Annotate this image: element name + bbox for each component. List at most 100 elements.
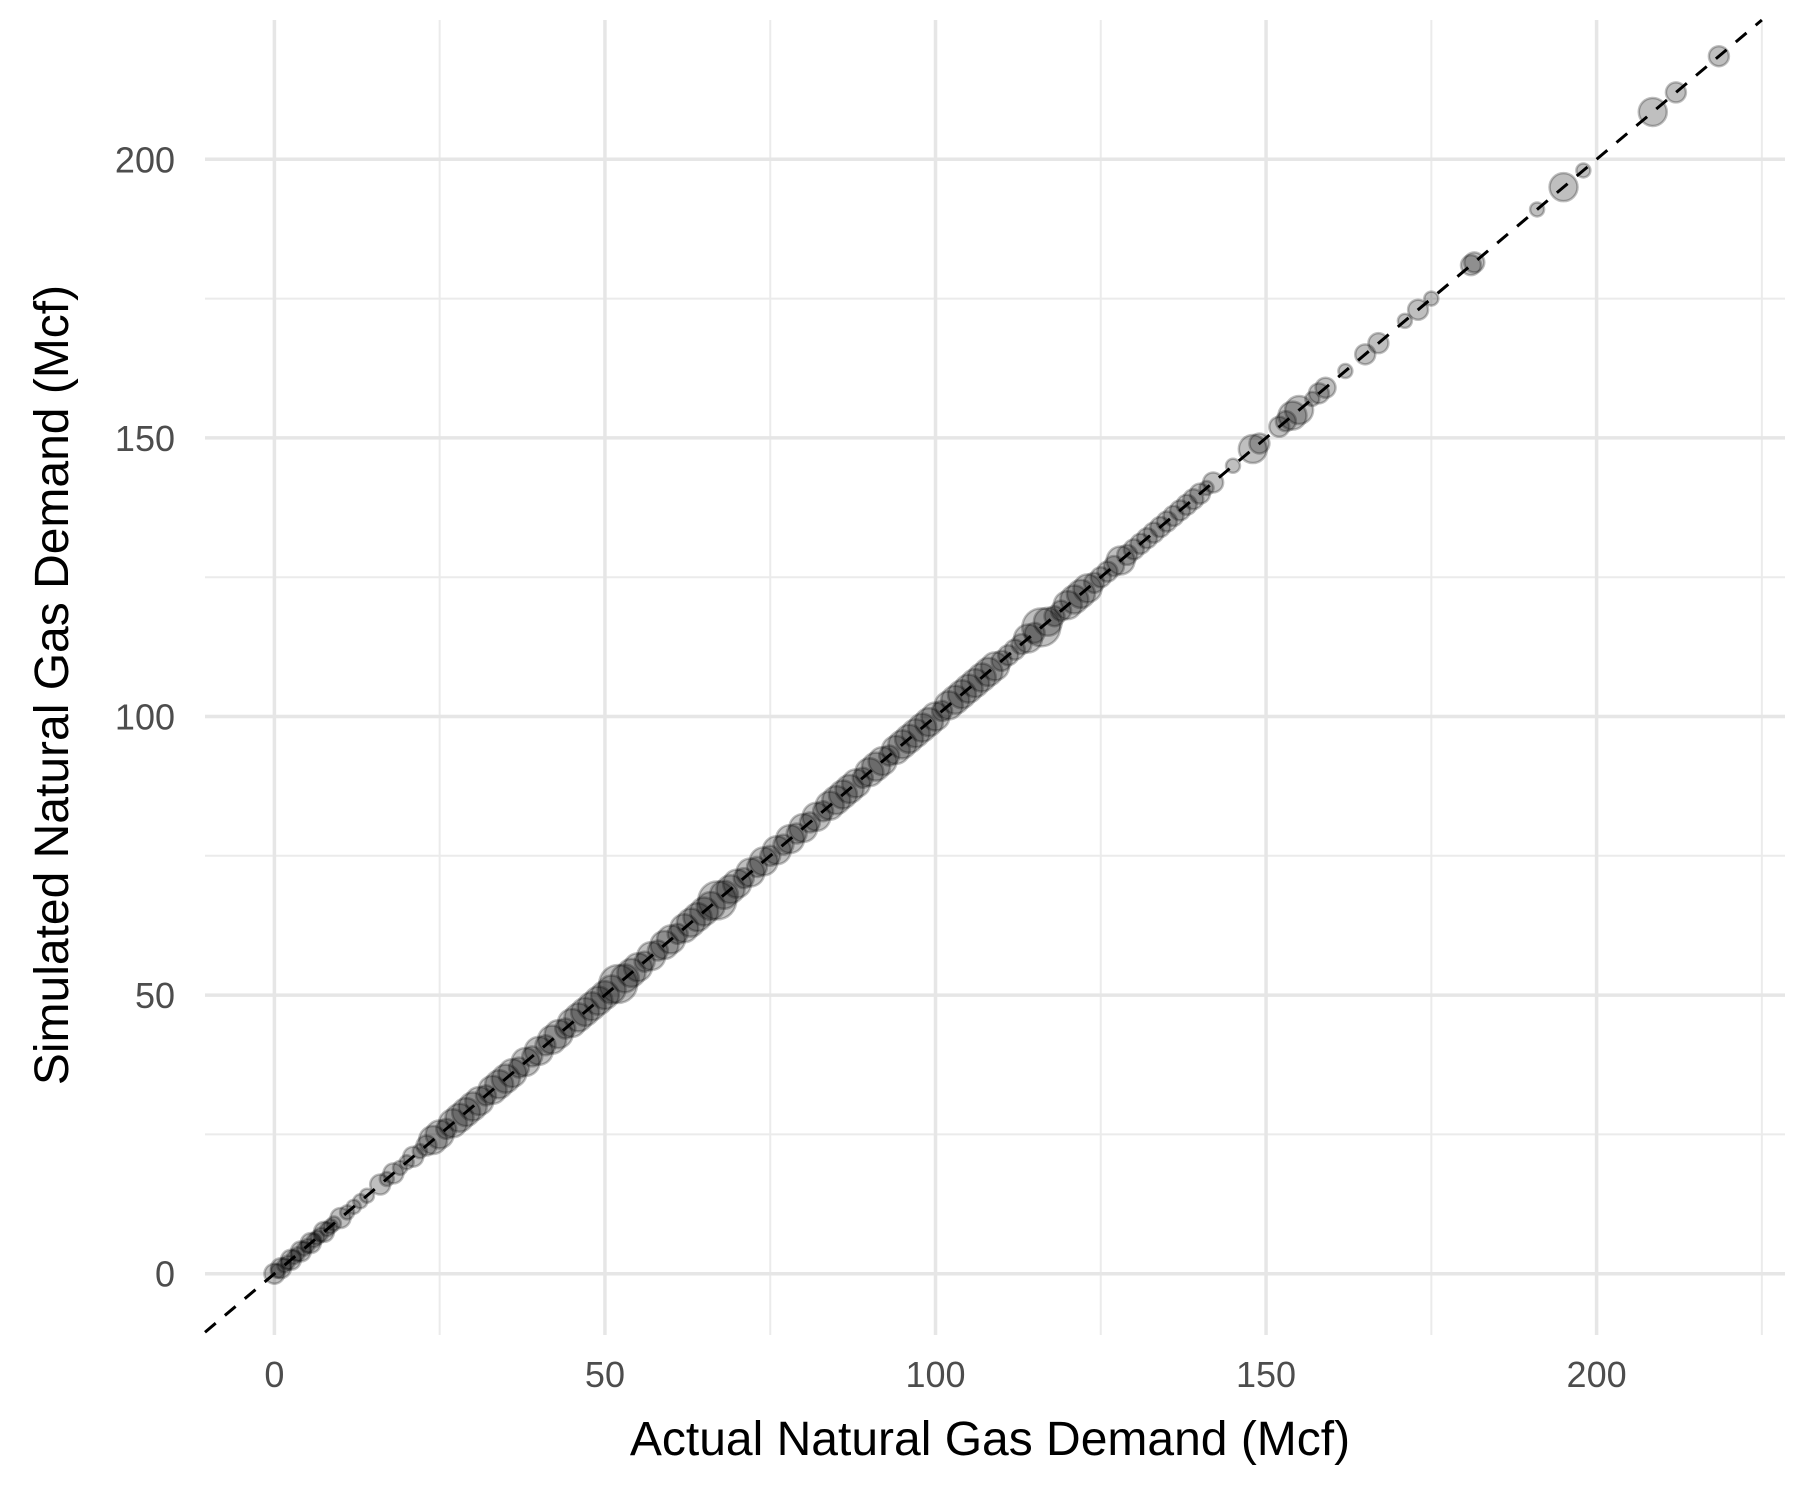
data-point (1182, 487, 1205, 511)
data-point (1129, 532, 1152, 556)
data-point (1032, 606, 1064, 638)
data-point (649, 929, 680, 961)
data-point (437, 1108, 469, 1139)
data-point (646, 939, 670, 962)
data-point (1049, 599, 1073, 622)
data-point (338, 1204, 356, 1221)
data-point (1528, 201, 1546, 218)
data-point (1337, 362, 1354, 380)
data-point (543, 1018, 574, 1050)
data-point (523, 1035, 555, 1067)
data-point (411, 1142, 429, 1160)
data-point (289, 1240, 313, 1263)
data-point (1406, 298, 1430, 321)
data-point (1122, 538, 1146, 561)
data-point (1548, 171, 1579, 203)
data-point (319, 1220, 336, 1238)
data-point (309, 1229, 326, 1246)
x-tick-labels: 0 50 100 150 200 (264, 1354, 1626, 1395)
data-point (1367, 331, 1390, 355)
data-point (1274, 409, 1298, 433)
y-tick-labels: 0 50 100 150 200 (115, 139, 175, 1294)
data-point (1003, 638, 1027, 661)
data-point (1072, 573, 1103, 604)
x-tick-label: 150 (1236, 1354, 1296, 1395)
data-point (444, 1102, 475, 1133)
data-point (682, 901, 713, 933)
data-point (877, 744, 901, 767)
data-point (959, 667, 991, 699)
x-tick-label: 0 (264, 1354, 284, 1395)
data-point (735, 857, 766, 888)
data-point (1459, 253, 1483, 277)
data-point (352, 1193, 369, 1210)
data-point (669, 912, 700, 944)
x-tick-label: 50 (585, 1354, 625, 1395)
data-point (1248, 432, 1271, 455)
data-point (534, 1034, 557, 1057)
data-point (609, 963, 641, 994)
data-point (457, 1091, 488, 1122)
data-point (569, 996, 601, 1028)
data-point (597, 963, 639, 1005)
data-point (920, 701, 951, 732)
data-point (827, 779, 859, 810)
y-axis-title: Simulated Natural Gas Demand (Mcf) (26, 285, 79, 1085)
data-point (401, 1145, 425, 1168)
x-tick-label: 100 (905, 1354, 965, 1395)
data-point (368, 1173, 392, 1196)
data-point (295, 1240, 313, 1257)
data-point (312, 1226, 329, 1243)
grid (205, 20, 1785, 1335)
data-point (1155, 510, 1179, 533)
data-point (1089, 565, 1113, 589)
data-point (563, 1002, 594, 1033)
data-point (798, 811, 822, 834)
data-point (497, 1057, 528, 1089)
data-point (721, 868, 753, 899)
x-tick-label: 200 (1567, 1354, 1627, 1395)
data-point (913, 706, 945, 738)
data-point (1664, 81, 1688, 104)
data-point (1162, 504, 1185, 528)
data-point (1010, 632, 1033, 656)
data-point (1314, 376, 1337, 400)
data-point (1043, 604, 1066, 628)
data-point (851, 766, 875, 790)
data-point (616, 957, 647, 989)
data-point (854, 756, 885, 788)
data-point (329, 1206, 352, 1230)
data-point (996, 643, 1020, 667)
data-point (279, 1254, 296, 1271)
data-point (1082, 571, 1106, 595)
x-axis-title: Actual Natural Gas Demand (Mcf) (630, 1413, 1350, 1466)
data-point (554, 1017, 577, 1040)
data-point (1065, 578, 1097, 610)
data-point (966, 662, 998, 693)
data-point (1353, 343, 1377, 366)
data-point (930, 699, 954, 723)
data-point (450, 1096, 482, 1128)
data-point (761, 834, 793, 866)
data-point (675, 907, 707, 938)
data-point (801, 801, 832, 833)
data-point (834, 773, 865, 805)
y-tick-label: 150 (115, 418, 175, 459)
data-point (1307, 382, 1331, 405)
data-point (666, 922, 689, 946)
reference-line-layer (204, 18, 1763, 1334)
data-point (1168, 499, 1192, 522)
data-point (1201, 471, 1225, 494)
data-point (1423, 290, 1440, 307)
data-point (893, 723, 925, 755)
data-point (811, 799, 835, 823)
data-point (635, 940, 667, 972)
data-point (1023, 621, 1046, 645)
data-point (880, 734, 912, 766)
data-point (1575, 162, 1592, 179)
data-point (940, 684, 971, 716)
data-point (1149, 515, 1172, 539)
data-point (745, 855, 769, 879)
data-point (887, 729, 918, 760)
data-point (1135, 526, 1159, 550)
